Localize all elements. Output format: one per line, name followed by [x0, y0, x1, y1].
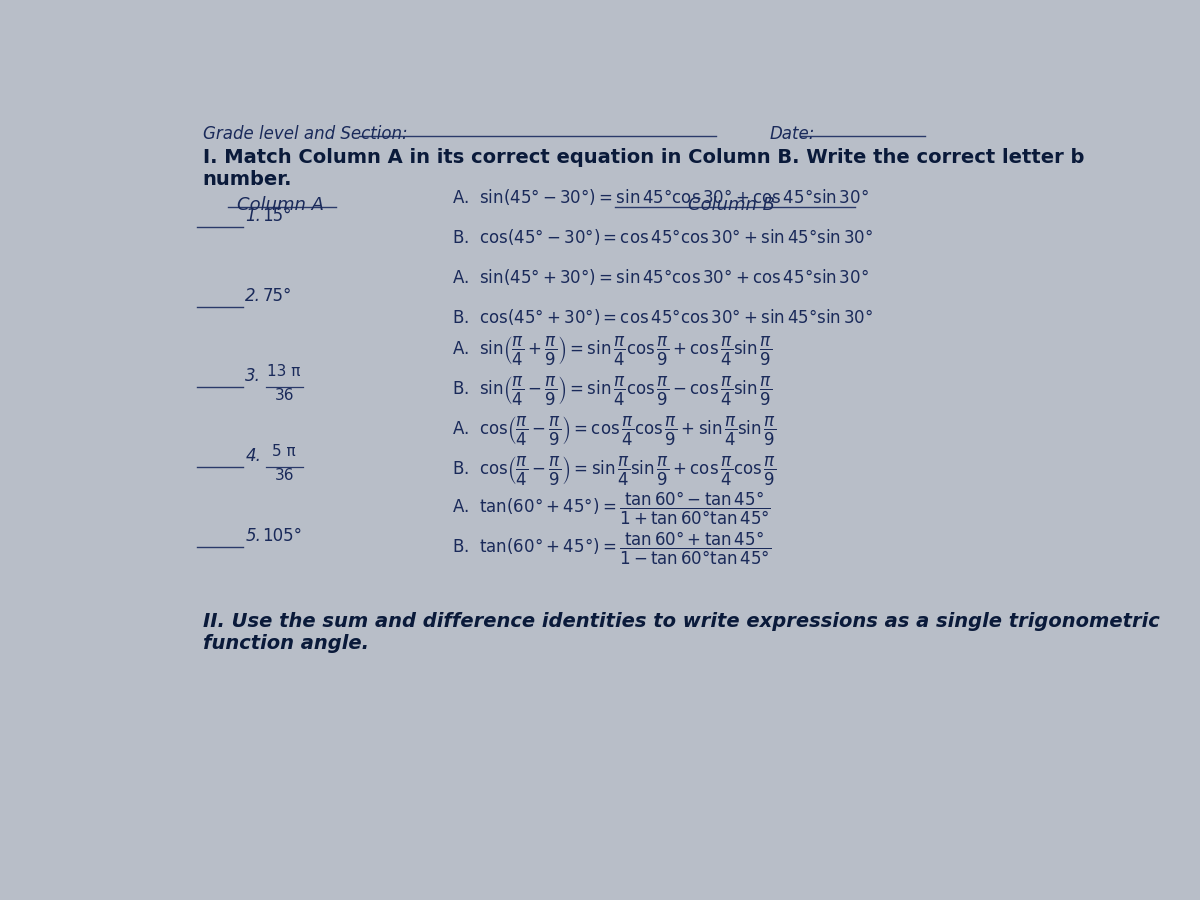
Text: 36: 36 — [275, 468, 294, 483]
Text: 1.: 1. — [245, 207, 262, 225]
Text: 2.: 2. — [245, 287, 262, 305]
Text: Date:: Date: — [770, 125, 815, 143]
Text: B.  $\sin\!\left(\dfrac{\pi}{4}-\dfrac{\pi}{9}\right) = \sin\dfrac{\pi}{4}\cos\d: B. $\sin\!\left(\dfrac{\pi}{4}-\dfrac{\p… — [452, 374, 773, 407]
Text: function angle.: function angle. — [203, 634, 368, 652]
Text: number.: number. — [203, 169, 293, 189]
Text: 4.: 4. — [245, 447, 262, 465]
Text: 36: 36 — [275, 388, 294, 403]
Text: I. Match Column A in its correct equation in Column B. Write the correct letter : I. Match Column A in its correct equatio… — [203, 148, 1084, 167]
Text: 13 π: 13 π — [268, 364, 301, 379]
Text: 3.: 3. — [245, 367, 262, 385]
Text: B.  $\tan(60° + 45°) = \dfrac{\tan 60°+\tan 45°}{1-\tan 60°\tan 45°}$: B. $\tan(60° + 45°) = \dfrac{\tan 60°+\t… — [452, 530, 772, 567]
Text: A.  $\sin(45° - 30°) = \sin 45°\cos 30° + \cos 45°\sin 30°$: A. $\sin(45° - 30°) = \sin 45°\cos 30° +… — [452, 186, 869, 207]
Text: 5 π: 5 π — [272, 444, 296, 459]
Text: B.  $\cos(45° - 30°) = \cos 45°\cos 30° + \sin 45°\sin 30°$: B. $\cos(45° - 30°) = \cos 45°\cos 30° +… — [452, 227, 874, 247]
Text: A.  $\sin(45° + 30°) = \sin 45°\cos 30° + \cos 45°\sin 30°$: A. $\sin(45° + 30°) = \sin 45°\cos 30° +… — [452, 266, 869, 286]
Text: II. Use the sum and difference identities to write expressions as a single trigo: II. Use the sum and difference identitie… — [203, 612, 1159, 632]
Text: 15°: 15° — [263, 207, 292, 225]
Text: 5.: 5. — [245, 527, 262, 545]
Text: Column A: Column A — [236, 196, 324, 214]
Text: B.  $\cos\!\left(\dfrac{\pi}{4}-\dfrac{\pi}{9}\right) = \sin\dfrac{\pi}{4}\sin\d: B. $\cos\!\left(\dfrac{\pi}{4}-\dfrac{\p… — [452, 454, 776, 487]
Text: A.  $\tan(60° + 45°) = \dfrac{\tan 60°-\tan 45°}{1+\tan 60°\tan 45°}$: A. $\tan(60° + 45°) = \dfrac{\tan 60°-\t… — [452, 490, 772, 526]
Text: Grade level and Section:: Grade level and Section: — [203, 125, 407, 143]
Text: B.  $\cos(45° + 30°) = \cos 45°\cos 30° + \sin 45°\sin 30°$: B. $\cos(45° + 30°) = \cos 45°\cos 30° +… — [452, 307, 874, 327]
Text: 105°: 105° — [263, 527, 302, 545]
Text: A.  $\sin\!\left(\dfrac{\pi}{4}+\dfrac{\pi}{9}\right) = \sin\dfrac{\pi}{4}\cos\d: A. $\sin\!\left(\dfrac{\pi}{4}+\dfrac{\p… — [452, 334, 773, 366]
Text: A.  $\cos\!\left(\dfrac{\pi}{4}-\dfrac{\pi}{9}\right) = \cos\dfrac{\pi}{4}\cos\d: A. $\cos\!\left(\dfrac{\pi}{4}-\dfrac{\p… — [452, 414, 776, 446]
Text: Column B: Column B — [688, 196, 775, 214]
Text: 75°: 75° — [263, 287, 292, 305]
